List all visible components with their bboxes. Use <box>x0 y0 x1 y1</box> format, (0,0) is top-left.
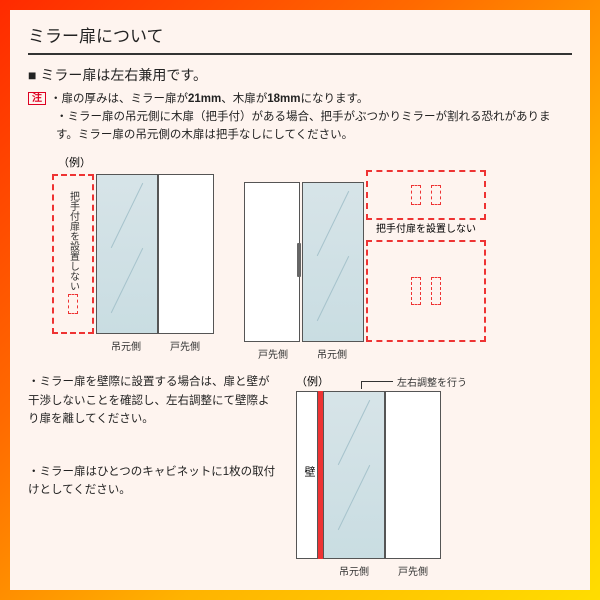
note-line-2: ・ミラー扉の吊元側に木扉（把手付）がある場合、把手がぶつかりミラーが割れる恐れが… <box>28 109 572 145</box>
adjust-label: 左右調整を行う <box>397 374 467 389</box>
sub-heading: ミラー扉は左右兼用です。 <box>28 65 572 85</box>
handle-ghost-icon <box>431 277 441 305</box>
forbidden-zone-left: 把手付扉を設置しない <box>52 174 94 334</box>
mirror-door <box>323 391 385 559</box>
example-label-2: （例） <box>296 373 329 389</box>
wood-door <box>385 391 441 559</box>
axis-label: 吊元側 <box>301 346 363 361</box>
forbidden-text-left: 把手付扉を設置しない <box>66 191 81 291</box>
figure-1-right: 把手付扉を設置しない 戸先側 吊元側 <box>244 154 486 361</box>
mirror-door <box>96 174 158 334</box>
figure-1-left: （例） 把手付扉を設置しない 吊元側 戸先側 <box>52 154 214 353</box>
axis-label: 吊元側 <box>323 563 385 578</box>
axis-label: 戸先側 <box>385 563 441 578</box>
note-badge: 注 <box>28 92 46 105</box>
wall-label: 壁 <box>301 466 317 477</box>
wood-door <box>158 174 214 334</box>
wood-door <box>244 182 300 342</box>
figure-2: （例） 左右調整を行う 壁 吊元側 戸先側 <box>296 373 467 578</box>
forbidden-zone-right: 把手付扉を設置しない <box>366 170 486 342</box>
axis-label: 吊元側 <box>95 338 157 353</box>
handle-ghost-icon <box>411 277 421 305</box>
example-label-1: （例） <box>58 154 91 170</box>
handle-ghost-icon <box>68 294 78 314</box>
forbidden-text-right: 把手付扉を設置しない <box>366 224 486 236</box>
figure-row-2: ・ミラー扉を壁際に設置する場合は、扉と壁が干渉しないことを確認し、左右調整にて壁… <box>28 373 572 578</box>
body-text-2: ・ミラー扉はひとつのキャビネットに1枚の取付けとしてください。 <box>28 463 278 500</box>
wall-block: 壁 <box>296 391 318 559</box>
page-title: ミラー扉について <box>28 22 572 47</box>
mirror-door <box>302 182 364 342</box>
figure-row-1: （例） 把手付扉を設置しない 吊元側 戸先側 <box>52 154 572 361</box>
handle-ghost-icon <box>431 185 441 205</box>
axis-label: 戸先側 <box>245 346 301 361</box>
door-handle-icon <box>297 243 301 277</box>
handle-ghost-icon <box>411 185 421 205</box>
axis-label: 戸先側 <box>157 338 213 353</box>
instruction-sheet: ミラー扉について ミラー扉は左右兼用です。 注・扉の厚みは、ミラー扉が21mm、… <box>10 10 590 590</box>
adjust-indicator-icon <box>361 381 393 382</box>
title-rule <box>28 53 572 55</box>
body-text-1: ・ミラー扉を壁際に設置する場合は、扉と壁が干渉しないことを確認し、左右調整にて壁… <box>28 373 278 428</box>
note-line-1: 注・扉の厚みは、ミラー扉が21mm、木扉が18mmになります。 <box>28 91 572 109</box>
